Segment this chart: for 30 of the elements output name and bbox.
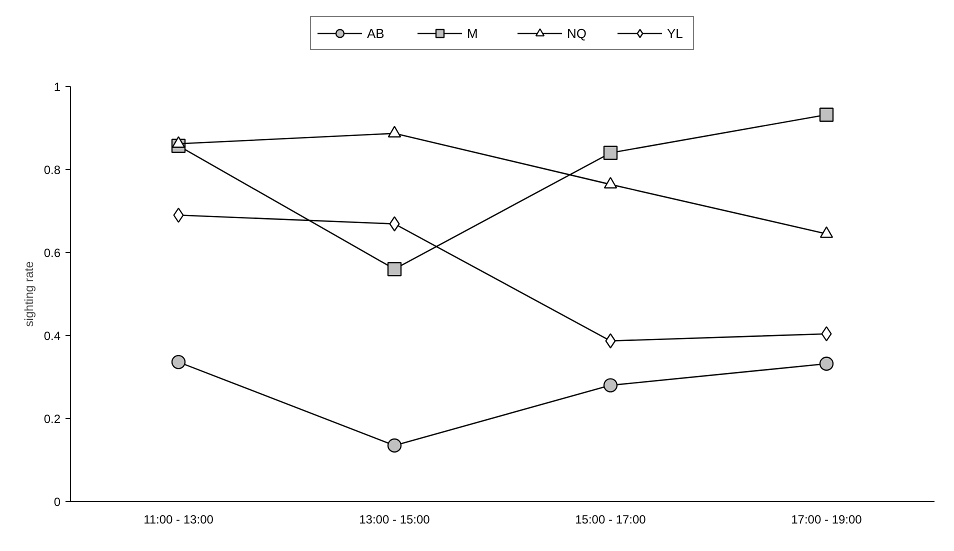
y-tick-label: 0.4 bbox=[44, 329, 61, 343]
y-tick-label: 0 bbox=[54, 495, 61, 509]
x-tick-label: 15:00 - 17:00 bbox=[575, 512, 646, 526]
point bbox=[388, 126, 402, 138]
y-axis-title: sighting rate bbox=[22, 260, 36, 327]
point bbox=[387, 438, 402, 453]
legend-label: AB bbox=[367, 26, 386, 40]
legend-label: M bbox=[467, 26, 479, 40]
legend-label: YL bbox=[667, 26, 684, 40]
point bbox=[604, 176, 618, 189]
x-tick-label: 17:00 - 19:00 bbox=[791, 512, 862, 526]
point bbox=[820, 226, 834, 238]
x-tick-label: 11:00 - 13:00 bbox=[144, 512, 214, 526]
point bbox=[172, 136, 186, 148]
point bbox=[821, 326, 832, 342]
point bbox=[171, 354, 186, 370]
point bbox=[173, 208, 184, 223]
point bbox=[605, 333, 616, 348]
legend-label: NQ bbox=[567, 26, 587, 40]
point bbox=[819, 108, 834, 122]
y-tick-label: 0.2 bbox=[44, 412, 61, 426]
point bbox=[603, 378, 618, 392]
y-tick-label: 1 bbox=[54, 80, 61, 94]
point bbox=[819, 356, 834, 371]
point bbox=[387, 262, 402, 276]
point bbox=[389, 216, 400, 232]
y-tick-label: 0.6 bbox=[44, 246, 61, 260]
point bbox=[603, 146, 618, 160]
y-tick-label: 0.8 bbox=[44, 163, 61, 177]
x-tick-label: 13:00 - 15:00 bbox=[359, 512, 430, 526]
